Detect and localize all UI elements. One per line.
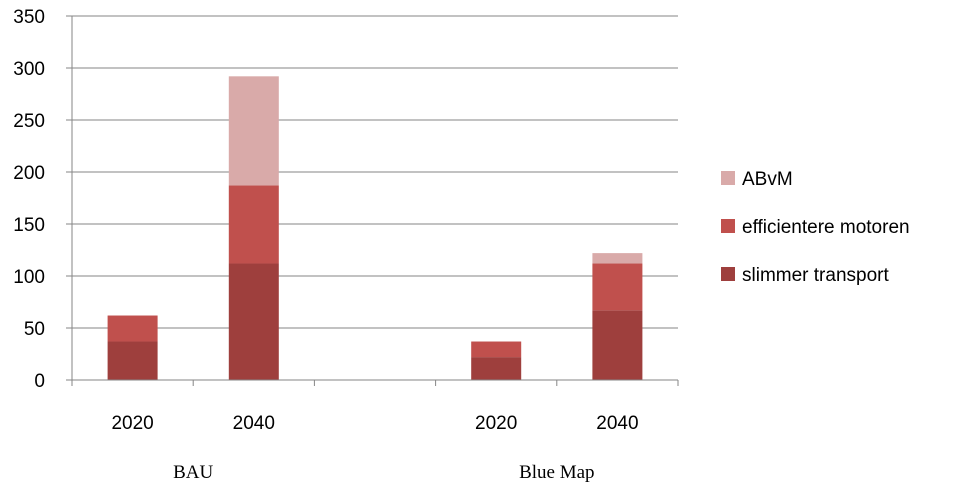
axes: [71, 16, 679, 386]
x-axis-group-labels: BAU Blue Map: [173, 462, 594, 483]
gridlines: [72, 15, 678, 329]
bar-slimmer-transport-3: [471, 357, 522, 380]
group-label-2: Blue Map: [519, 462, 594, 483]
legend-swatch-efficientere-motoren: [721, 219, 735, 233]
y-tick-label-200: 200: [13, 163, 45, 184]
bar-slimmer-transport-4: [592, 310, 643, 380]
y-tick-label-350: 350: [13, 7, 45, 28]
y-tick-label-100: 100: [13, 267, 45, 288]
x-tick-label-3: 2020: [475, 413, 517, 434]
bar-slimmer-transport-0: [107, 341, 158, 380]
bar-efficientere-motoren-4: [592, 263, 643, 311]
x-tick-label-0: 2020: [111, 413, 153, 434]
bar-slimmer-transport-1: [228, 263, 279, 380]
legend-swatch-ABvM: [721, 171, 735, 185]
y-axis-tick-labels: 0 50 100 150 200 250 300 350: [13, 7, 72, 392]
y-tick-label-250: 250: [13, 111, 45, 132]
legend-label-ABvM: ABvM: [742, 169, 793, 190]
x-tick-label-4: 2040: [596, 413, 638, 434]
legend: ABvM efficientere motoren slimmer transpor…: [721, 169, 910, 286]
x-tick-label-1: 2040: [233, 413, 275, 434]
bar-ABvM-4: [592, 253, 643, 264]
bars: [107, 76, 643, 380]
y-tick-label-150: 150: [13, 215, 45, 236]
y-tick-label-300: 300: [13, 59, 45, 80]
y-tick-label-50: 50: [24, 319, 45, 340]
legend-label-slimmer-transport: slimmer transport: [742, 265, 889, 286]
y-tick-label-0: 0: [34, 371, 45, 392]
group-label-0: BAU: [173, 462, 213, 483]
legend-swatch-slimmer-transport: [721, 267, 735, 281]
x-axis-tick-labels: 2020 2040 2020 2040: [111, 413, 638, 434]
bar-efficientere-motoren-1: [228, 185, 279, 264]
legend-label-efficientere-motoren: efficientere motoren: [742, 217, 910, 238]
bar-ABvM-1: [228, 76, 279, 186]
bar-efficientere-motoren-0: [107, 315, 158, 342]
bar-efficientere-motoren-3: [471, 341, 522, 358]
